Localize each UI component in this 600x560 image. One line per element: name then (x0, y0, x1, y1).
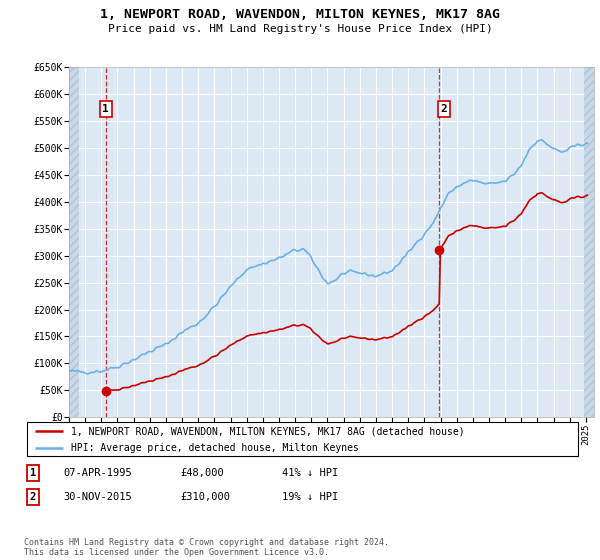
Text: £48,000: £48,000 (180, 468, 224, 478)
Text: 2: 2 (441, 104, 448, 114)
Text: 1, NEWPORT ROAD, WAVENDON, MILTON KEYNES, MK17 8AG: 1, NEWPORT ROAD, WAVENDON, MILTON KEYNES… (100, 8, 500, 21)
Text: 41% ↓ HPI: 41% ↓ HPI (282, 468, 338, 478)
Text: HPI: Average price, detached house, Milton Keynes: HPI: Average price, detached house, Milt… (71, 443, 359, 452)
Text: 1: 1 (30, 468, 36, 478)
Bar (69, 67, 79, 417)
Text: Price paid vs. HM Land Registry's House Price Index (HPI): Price paid vs. HM Land Registry's House … (107, 24, 493, 34)
FancyBboxPatch shape (27, 422, 578, 456)
Bar (584, 67, 594, 417)
Text: 1, NEWPORT ROAD, WAVENDON, MILTON KEYNES, MK17 8AG (detached house): 1, NEWPORT ROAD, WAVENDON, MILTON KEYNES… (71, 426, 465, 436)
Text: 1: 1 (102, 104, 109, 114)
Text: 19% ↓ HPI: 19% ↓ HPI (282, 492, 338, 502)
Text: 2: 2 (30, 492, 36, 502)
Text: Contains HM Land Registry data © Crown copyright and database right 2024.
This d: Contains HM Land Registry data © Crown c… (24, 538, 389, 557)
Text: 07-APR-1995: 07-APR-1995 (63, 468, 132, 478)
Text: 30-NOV-2015: 30-NOV-2015 (63, 492, 132, 502)
Text: £310,000: £310,000 (180, 492, 230, 502)
